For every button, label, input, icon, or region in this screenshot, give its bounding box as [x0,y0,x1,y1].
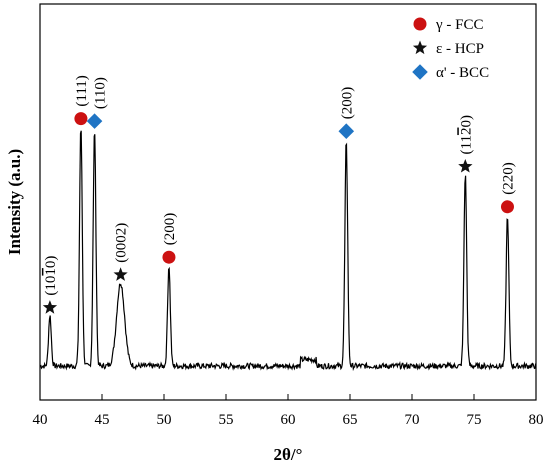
x-axis-ticks: 40 45 50 55 60 65 70 75 80 [33,394,544,428]
legend: γ - FCC ε - HCP α' - BCC [412,17,489,81]
x-axis-title: 2θ/° [274,445,303,464]
xrd-pattern-line [39,130,537,372]
x-tick-label: 40 [33,412,48,428]
phase-markers [42,112,514,314]
x-tick-label: 65 [343,412,358,428]
legend-label: γ - FCC [435,17,483,33]
peak-label: (111) [74,75,90,106]
peak-label: (220) [501,162,517,195]
diamond-icon [338,123,355,139]
x-tick-label: 80 [529,412,544,428]
star-icon [113,267,128,281]
peak-label: (110) [93,77,109,109]
x-tick-label: 55 [219,412,234,428]
diamond-icon [86,113,103,129]
peak-label: (200) [339,87,355,120]
star-icon [42,300,58,314]
legend-star-icon [412,40,428,55]
circle-icon [162,250,176,264]
legend-circle-icon [413,17,427,31]
legend-diamond-icon [412,64,428,80]
peak-labels: (1010) (111) (110) (0002) (200) (200) (1120) (2… [43,75,517,295]
x-tick-label: 70 [405,412,420,428]
star-icon [458,159,473,173]
circle-icon [74,112,88,126]
x-tick-label: 60 [281,412,296,428]
y-axis-title: Intensity (a.u.) [5,149,24,255]
circle-icon [500,200,514,214]
legend-label: α' - BCC [436,65,489,81]
peak-label: (200) [162,213,178,246]
x-tick-label: 45 [95,412,110,428]
x-tick-label: 50 [157,412,172,428]
peak-label: (1010) [43,256,59,296]
legend-label: ε - HCP [436,41,484,57]
x-tick-label: 75 [467,412,482,428]
peak-label: (1120) [458,115,474,154]
peak-label: (0002) [114,223,130,263]
